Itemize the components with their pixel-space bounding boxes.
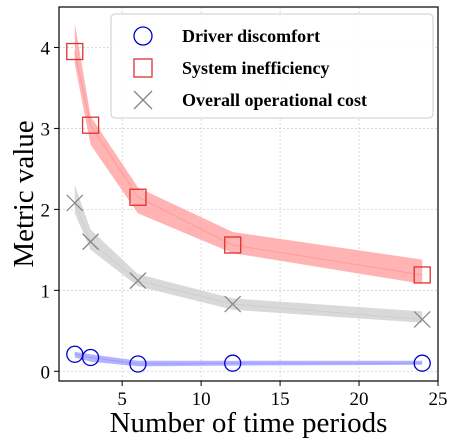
x-marker-stroke	[133, 90, 153, 110]
y-tick-label: 1	[41, 281, 51, 302]
x-tick-label: 15	[271, 389, 290, 410]
square-marker	[133, 58, 153, 78]
x-marker-stroke	[66, 194, 84, 212]
x-tick-label: 10	[192, 389, 211, 410]
x-marker	[224, 295, 242, 313]
y-axis-label: Metric value	[8, 120, 40, 267]
y-tick-label: 2	[41, 200, 51, 221]
circle-marker	[133, 26, 153, 46]
plot-frame	[58, 6, 439, 382]
square-marker	[81, 116, 100, 134]
square-marker	[129, 188, 147, 206]
confidence-band	[74, 23, 423, 284]
legend-label: Driver discomfort	[182, 26, 320, 46]
legend-entry: Overall operational cost	[133, 90, 367, 110]
x-marker-stroke	[82, 233, 100, 251]
axis-ticks: 5 10 15 20 25 0 1 2 3 4	[41, 38, 448, 410]
series-line	[74, 353, 423, 365]
markers	[66, 42, 431, 373]
square-marker	[224, 236, 242, 254]
x-axis-label: Number of time periods	[110, 407, 388, 439]
x-marker	[413, 311, 431, 328]
square-marker	[66, 42, 84, 61]
series-line	[74, 51, 423, 276]
x-marker	[66, 194, 84, 212]
x-tick-label: 25	[429, 389, 448, 410]
legend-label: System inefficiency	[182, 58, 329, 78]
y-tick-label: 0	[41, 362, 51, 383]
square-marker	[413, 266, 431, 284]
x-marker	[133, 90, 153, 110]
confidence-band	[74, 351, 423, 367]
legend-entry: System inefficiency	[133, 58, 329, 78]
x-marker-stroke	[413, 311, 431, 328]
y-tick-label: 3	[41, 119, 51, 140]
legend-label: Overall operational cost	[182, 90, 367, 110]
legend: Driver discomfort System inefficiency Over…	[110, 13, 434, 119]
circle-marker	[81, 348, 100, 367]
circle-marker	[224, 354, 242, 372]
confidence-band	[74, 185, 423, 323]
x-marker-stroke	[129, 272, 147, 290]
legend-box	[110, 13, 434, 119]
x-tick-label: 5	[117, 389, 127, 410]
x-tick-label: 20	[350, 389, 369, 410]
y-tick-label: 4	[41, 38, 51, 59]
x-marker-stroke	[224, 295, 242, 313]
x-marker	[82, 233, 100, 251]
x-marker	[129, 272, 147, 290]
legend-entry: Driver discomfort	[133, 26, 320, 46]
circle-marker	[129, 355, 147, 373]
circle-marker	[413, 354, 431, 372]
